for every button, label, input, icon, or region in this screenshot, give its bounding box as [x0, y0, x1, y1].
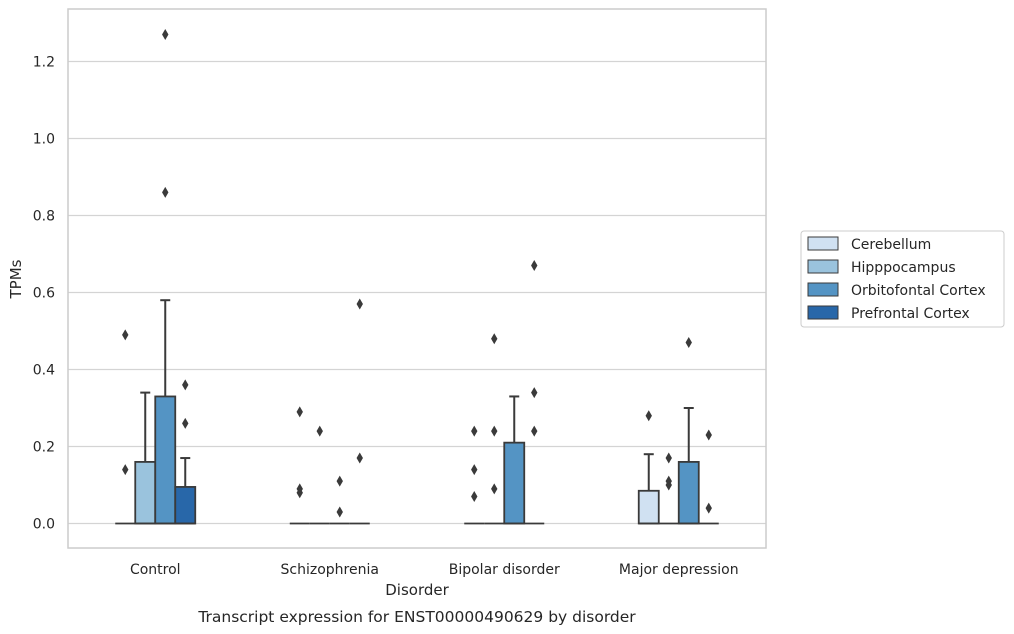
outlier-point	[471, 464, 478, 476]
box-group	[484, 333, 505, 525]
outlier-point	[471, 425, 478, 437]
plot-frame	[67, 8, 767, 549]
box-group	[503, 395, 526, 525]
box-group	[309, 425, 330, 525]
box-group	[524, 260, 545, 525]
y-tick-label: 0.4	[33, 363, 55, 379]
box-group	[174, 379, 197, 525]
box-group	[115, 329, 136, 525]
x-tick-label: Schizophrenia	[281, 562, 379, 578]
legend-label: Orbitofontal Cortex	[851, 283, 986, 299]
legend-swatch	[807, 236, 839, 251]
outlier-point	[336, 475, 343, 487]
outlier-point	[531, 260, 538, 272]
outlier-point	[471, 491, 478, 503]
x-tick-labels: Control Schizophrenia Bipolar disorder Majo…	[130, 562, 739, 578]
outlier-point	[491, 333, 498, 345]
box-group	[329, 475, 350, 525]
box-group	[698, 429, 719, 525]
y-tick-label: 1.2	[33, 55, 55, 71]
outlier-point	[162, 186, 169, 198]
outlier-point	[336, 506, 343, 518]
boxes-layer	[115, 29, 719, 525]
box-group	[134, 391, 157, 525]
box	[174, 486, 197, 525]
outlier-point	[122, 329, 129, 341]
box	[503, 441, 526, 525]
box	[134, 460, 157, 525]
box-group	[289, 406, 310, 525]
box	[677, 460, 700, 525]
legend-swatch	[807, 305, 839, 320]
y-tick-label: 0.6	[33, 286, 55, 302]
box	[154, 395, 177, 525]
y-tick-label: 0.8	[33, 209, 55, 225]
outlier-point	[491, 483, 498, 495]
outlier-point	[356, 298, 363, 310]
outlier-point	[162, 29, 169, 41]
box-group	[154, 29, 177, 525]
outlier-point	[665, 475, 672, 487]
legend: Cerebellum Hipppocampus Orbitofontal Corte…	[800, 230, 1005, 328]
outlier-point	[531, 425, 538, 437]
outlier-point	[665, 452, 672, 464]
box-group	[637, 410, 660, 525]
outlier-point	[705, 429, 712, 441]
x-axis-label: Disorder	[385, 581, 449, 599]
outlier-point	[531, 387, 538, 399]
box-group	[464, 425, 485, 525]
outlier-point	[356, 452, 363, 464]
outlier-point	[685, 337, 692, 349]
legend-label: Cerebellum	[851, 237, 931, 253]
box-group	[658, 452, 679, 525]
outlier-point	[316, 425, 323, 437]
outlier-point	[296, 406, 303, 418]
outlier-point	[182, 379, 189, 391]
box-group	[349, 298, 370, 525]
box-group	[677, 337, 700, 525]
x-tick-label: Bipolar disorder	[449, 562, 560, 578]
legend-label: Hipppocampus	[851, 260, 956, 276]
x-tick-label: Major depression	[619, 562, 739, 578]
legend-swatch	[807, 259, 839, 274]
outlier-point	[296, 483, 303, 495]
box	[637, 489, 660, 525]
y-tick-label: 1.0	[33, 132, 55, 148]
outlier-point	[705, 502, 712, 514]
y-tick-label: 0.2	[33, 440, 55, 456]
y-axis-label: TPMs	[7, 259, 25, 299]
legend-label: Prefrontal Cortex	[851, 306, 970, 322]
x-tick-label: Control	[130, 562, 181, 578]
legend-frame	[800, 230, 1005, 328]
y-tick-label: 0.0	[33, 517, 55, 533]
outlier-point	[122, 464, 129, 476]
outlier-point	[645, 410, 652, 422]
chart-caption: Transcript expression for ENST0000049062…	[197, 608, 636, 626]
outlier-point	[182, 417, 189, 429]
y-tick-labels: 0.0 0.2 0.4 0.6 0.8 1.0 1.2	[33, 55, 55, 533]
outlier-point	[491, 425, 498, 437]
legend-swatch	[807, 282, 839, 297]
